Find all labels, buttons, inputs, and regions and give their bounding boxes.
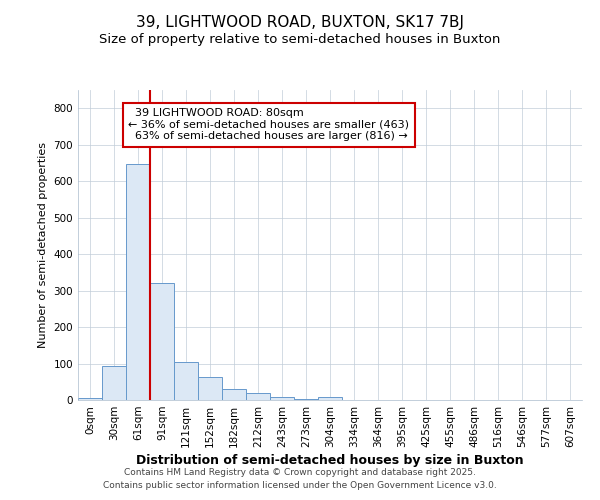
Bar bbox=[126, 164, 150, 400]
Bar bbox=[246, 394, 270, 400]
Bar bbox=[318, 397, 342, 400]
Bar bbox=[198, 377, 222, 400]
Y-axis label: Number of semi-detached properties: Number of semi-detached properties bbox=[38, 142, 48, 348]
Bar bbox=[270, 397, 294, 400]
Bar bbox=[78, 398, 102, 400]
Text: 39, LIGHTWOOD ROAD, BUXTON, SK17 7BJ: 39, LIGHTWOOD ROAD, BUXTON, SK17 7BJ bbox=[136, 15, 464, 30]
X-axis label: Distribution of semi-detached houses by size in Buxton: Distribution of semi-detached houses by … bbox=[136, 454, 524, 467]
Text: Contains HM Land Registry data © Crown copyright and database right 2025.: Contains HM Land Registry data © Crown c… bbox=[124, 468, 476, 477]
Text: 39 LIGHTWOOD ROAD: 80sqm  
← 36% of semi-detached houses are smaller (463)
  63%: 39 LIGHTWOOD ROAD: 80sqm ← 36% of semi-d… bbox=[128, 108, 409, 142]
Bar bbox=[102, 366, 126, 400]
Text: Contains public sector information licensed under the Open Government Licence v3: Contains public sector information licen… bbox=[103, 480, 497, 490]
Text: Size of property relative to semi-detached houses in Buxton: Size of property relative to semi-detach… bbox=[100, 34, 500, 46]
Bar bbox=[222, 389, 246, 400]
Bar bbox=[150, 284, 174, 400]
Bar bbox=[174, 362, 198, 400]
